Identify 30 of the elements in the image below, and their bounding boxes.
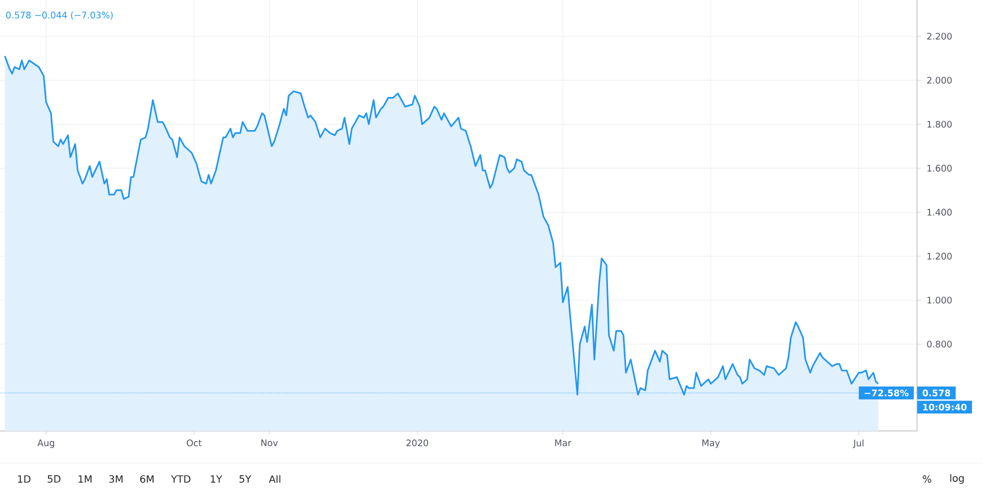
y-tick-label: 1.600 [928,164,952,172]
text: 1D [18,475,30,483]
x-tick-label: Aug [37,440,54,448]
y-tick-label: 1.000 [928,296,952,304]
y-tick-label: 2.000 [927,76,952,84]
y-tick-label: 1.400 [928,208,952,216]
text: 1M [78,475,92,483]
text: % [922,475,932,483]
annotation: 0.578 −0.044 (−7.03%) [6,12,113,20]
text: 5D [48,475,60,483]
y-tick-label: 2.200 [927,32,952,40]
x-tick-label: Jul [852,439,864,448]
x-tick-label: May [702,440,720,448]
text: log [950,474,964,484]
text: All [268,475,280,483]
text: 1Y [210,475,222,483]
text: 3M [109,475,123,483]
x-tick-label: 2020 [406,439,428,446]
text: YTD [171,475,190,483]
text: 5Y [240,475,252,483]
y-tick-label: 1.200 [928,252,952,260]
x-tick-label: Mar [555,440,572,446]
y-tick-label: 0.800 [927,340,952,348]
annotation: −72.58% [864,390,909,396]
ref-line-label: 0.578 [922,390,950,396]
y-tick-label: 1.800 [928,120,952,128]
text: 10:09:40 [923,404,967,411]
text: 6M [140,475,154,483]
x-tick-label: Oct [186,439,202,446]
x-tick-label: Nov [261,440,278,446]
